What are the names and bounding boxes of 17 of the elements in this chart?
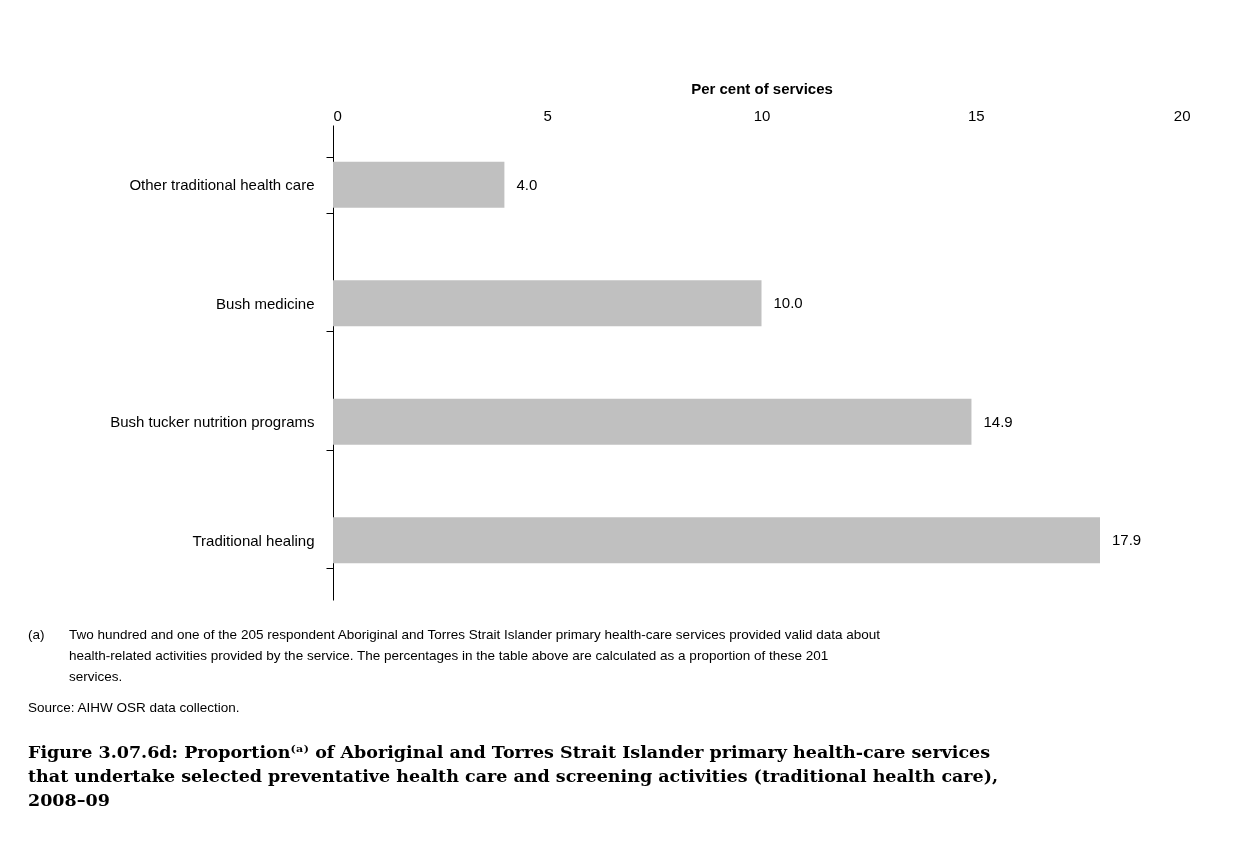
y-tick-label: Bush tucker nutrition programs (110, 413, 315, 431)
source-note: Source: AIHW OSR data collection. (28, 700, 240, 715)
x-tick-label: 15 (967, 106, 985, 124)
x-tick-label: 0 (333, 106, 342, 124)
text: (a) Two hundred and one of the 205 respondent Aboriginal and Torres Strait Islander primary health-care services provided valid data about health-related activities provided by the service. The percentages in the table above are calculated as a proportion of these 201 services. (28, 627, 880, 684)
x-tick-label: 20 (1173, 106, 1191, 124)
x-axis-title: Per cent of services (691, 79, 833, 97)
x-tick-label: 5 (543, 106, 552, 124)
x-tick-label: 10 (753, 106, 771, 124)
text: Figure 3.07.6d: Proportion⁽ᵃ⁾ of Aboriginal and Torres Strait Islander primary health-care services that undertake selected preventative health care and screening activities (traditional health care), 2008–09 (28, 742, 999, 810)
data-label: 10.0 (773, 294, 803, 312)
data-label: 17.9 (1112, 531, 1142, 549)
data-label: 4.0 (516, 175, 538, 193)
y-tick-label: Bush medicine (216, 294, 315, 312)
y-tick-label: Traditional healing (192, 531, 315, 549)
data-label: 14.9 (983, 412, 1013, 430)
y-tick-label: Other traditional health care (129, 176, 315, 194)
